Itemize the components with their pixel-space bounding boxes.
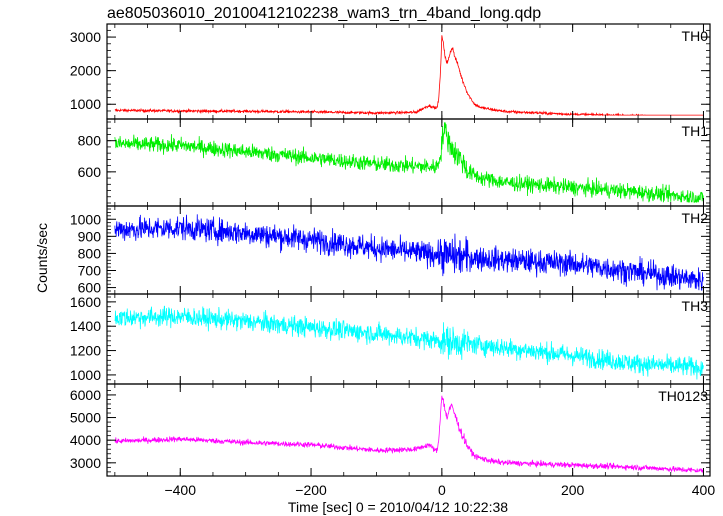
y-axis-label: Counts/sec (34, 223, 50, 293)
y-tick-label: 900 (78, 228, 102, 244)
y-tick-label: 1400 (70, 318, 101, 334)
chart-title: ae805036010_20100412102238_wam3_trn_4ban… (107, 5, 541, 22)
y-tick-label: 800 (78, 133, 102, 149)
y-tick-label: 1000 (70, 367, 101, 383)
y-tick-label: 1000 (70, 96, 101, 112)
series-th3 (114, 305, 704, 380)
x-tick-label: −200 (295, 482, 327, 498)
panel-frame (106, 383, 711, 477)
panel-label-th0: TH0 (682, 28, 709, 44)
panel-th0123: 3000 4000 5000 6000 TH0123 (70, 383, 711, 477)
y-tick-label: 5000 (70, 410, 101, 426)
y-tick-label: 6000 (70, 387, 101, 403)
y-tick-label: 600 (78, 164, 102, 180)
series-th1 (114, 122, 704, 204)
panel-label-th1: TH1 (682, 123, 709, 139)
series-th0 (114, 35, 704, 117)
panel-label-th0123: TH0123 (658, 388, 708, 404)
y-tick-label: 700 (78, 263, 102, 279)
panel-th0: 1000 2000 3000 TH0 (70, 23, 711, 120)
y-tick-label: 1600 (70, 294, 101, 310)
y-tick-label: 600 (78, 280, 102, 296)
y-tick-label: 1200 (70, 343, 101, 359)
panel-th3: 1000 1200 1400 1600 TH3 (70, 293, 711, 385)
x-tick-label: 0 (438, 482, 446, 498)
y-tick-label: 3000 (70, 29, 101, 45)
panel-label-th3: TH3 (682, 298, 709, 314)
panel-frame (106, 23, 711, 120)
y-tick-label: 800 (78, 245, 102, 261)
panel-frame (106, 293, 711, 385)
panel-th1: 600 800 TH1 (78, 118, 711, 207)
panel-label-th2: TH2 (682, 210, 709, 226)
y-tick-label: 4000 (70, 432, 101, 448)
x-tick-label: −400 (164, 482, 196, 498)
y-tick-label: 1000 (70, 211, 101, 227)
series-th2 (114, 214, 704, 291)
y-tick-label: 2000 (70, 63, 101, 79)
y-tick-label: 3000 (70, 455, 101, 471)
x-tick-label: 200 (561, 482, 585, 498)
x-axis-label: Time [sec] 0 = 2010/04/12 10:22:38 (288, 499, 508, 515)
series-th0123 (114, 395, 704, 474)
x-tick-label: 400 (692, 482, 716, 498)
